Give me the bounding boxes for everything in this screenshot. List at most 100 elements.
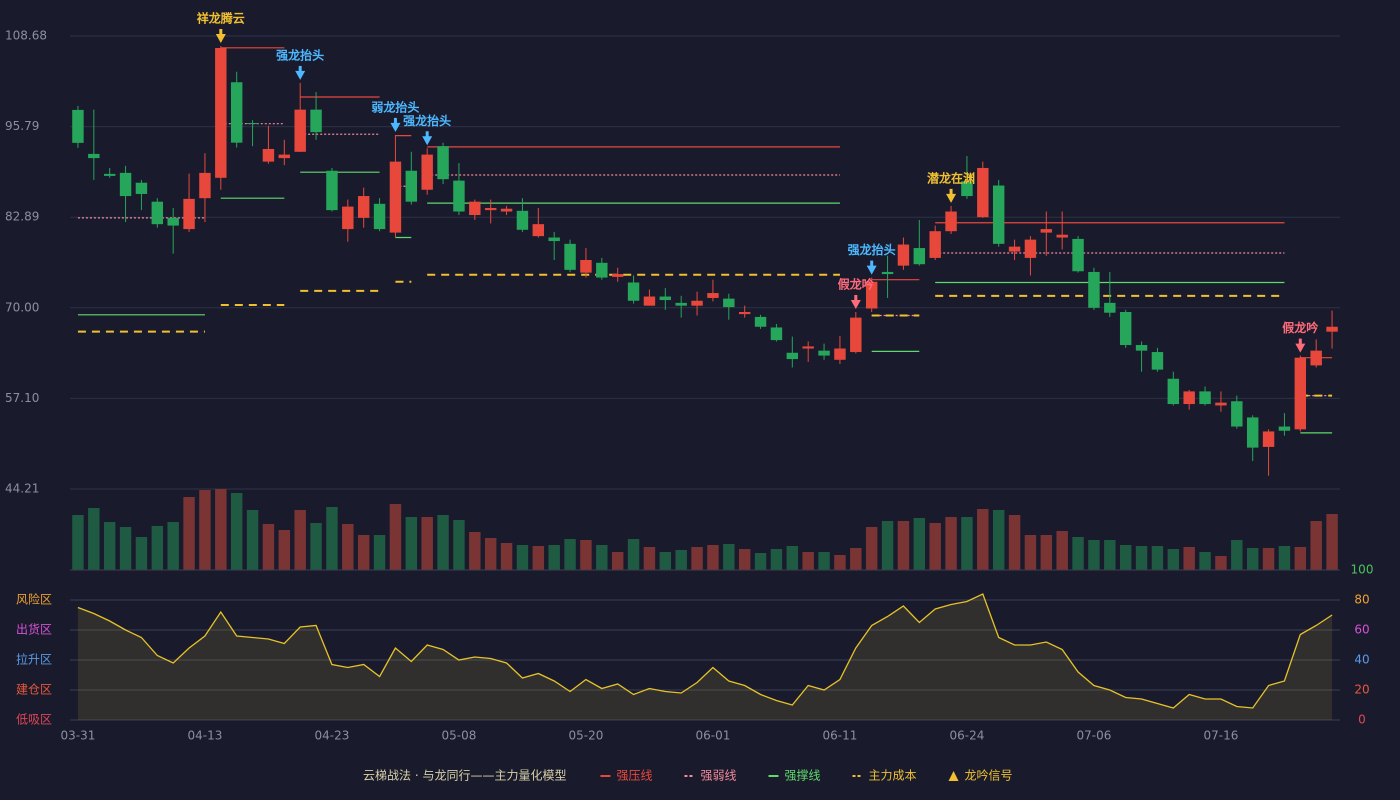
volume-bar bbox=[691, 547, 703, 570]
candle-body bbox=[770, 327, 783, 341]
candle-body bbox=[405, 170, 418, 202]
oscillator-area bbox=[77, 594, 1333, 720]
candle-body bbox=[723, 298, 735, 308]
candle-body bbox=[945, 211, 957, 232]
candle-body bbox=[977, 167, 989, 218]
volume-bar bbox=[1310, 521, 1322, 570]
candle-body bbox=[151, 201, 164, 225]
volume-bar bbox=[1119, 545, 1132, 570]
candle-body bbox=[342, 206, 354, 230]
y-tick-label: 44.21 bbox=[5, 482, 39, 496]
y2-tick-label: 0 bbox=[1358, 713, 1366, 727]
zone-label: 建仓区 bbox=[16, 683, 52, 697]
candle-body bbox=[1072, 238, 1084, 272]
candle-body bbox=[643, 296, 656, 306]
x-tick-label: 03-31 bbox=[61, 729, 96, 743]
volume-bar bbox=[1294, 547, 1307, 570]
signal-arrow bbox=[866, 265, 877, 275]
candle-body bbox=[611, 274, 624, 277]
volume-bar bbox=[1231, 540, 1243, 570]
volume-bar bbox=[913, 518, 926, 570]
candle-body bbox=[230, 82, 243, 143]
signal-label: 祥龙腾云 bbox=[197, 10, 245, 25]
candle-body bbox=[1246, 417, 1259, 448]
volume-bar bbox=[88, 508, 100, 570]
volume-bar bbox=[167, 522, 179, 570]
candle-body bbox=[564, 243, 576, 270]
candle-body bbox=[389, 161, 402, 233]
volume-bar bbox=[516, 545, 529, 570]
volume-bar bbox=[246, 510, 259, 570]
candle-body bbox=[580, 260, 592, 273]
volume-bar bbox=[1183, 547, 1195, 570]
x-tick-label: 04-13 bbox=[188, 729, 223, 743]
volume-bar bbox=[1215, 556, 1227, 570]
signal-label: 强龙抬头 bbox=[276, 47, 324, 62]
volume-bar bbox=[707, 545, 719, 570]
candle-body bbox=[961, 181, 973, 197]
candle-body bbox=[1326, 326, 1338, 332]
signal-arrow bbox=[215, 33, 226, 43]
volume-bar bbox=[1088, 540, 1100, 570]
candle-body bbox=[596, 262, 608, 278]
candle-body bbox=[818, 350, 830, 356]
signal-stem bbox=[393, 117, 397, 124]
signal-stem bbox=[854, 295, 858, 302]
volume-bar bbox=[342, 524, 354, 570]
candle-body bbox=[865, 281, 878, 309]
volume-bar bbox=[405, 517, 418, 570]
volume-bar bbox=[929, 523, 941, 570]
volume-bar bbox=[469, 532, 481, 570]
zone-label: 拉升区 bbox=[16, 652, 52, 667]
candle-body bbox=[310, 109, 322, 133]
candle-body bbox=[421, 154, 433, 190]
volume-bar bbox=[1008, 515, 1021, 570]
volume-bar bbox=[738, 549, 751, 570]
y2-tick-label: 40 bbox=[1354, 653, 1369, 667]
candle-body bbox=[1215, 402, 1227, 406]
volume-bar bbox=[1167, 549, 1180, 570]
x-tick-label: 05-08 bbox=[442, 729, 477, 743]
candle-body bbox=[1278, 426, 1291, 431]
volume-bar bbox=[580, 540, 592, 570]
candle-body bbox=[500, 208, 513, 212]
volume-bar bbox=[294, 510, 306, 570]
candle-body bbox=[88, 153, 100, 159]
candle-body bbox=[262, 148, 275, 162]
volume-bar bbox=[151, 526, 164, 570]
candle-body bbox=[294, 109, 306, 152]
candle-body bbox=[786, 352, 799, 360]
volume-bar bbox=[72, 515, 84, 570]
volume-bar bbox=[1326, 514, 1338, 570]
candle-body bbox=[834, 348, 846, 360]
y-tick-label: 95.79 bbox=[5, 119, 39, 133]
volume-bar bbox=[1135, 546, 1148, 570]
candle-body bbox=[1135, 345, 1148, 351]
candle-body bbox=[246, 122, 259, 124]
legend-label: 强弱线 bbox=[700, 769, 736, 783]
volume-bar bbox=[326, 507, 338, 570]
zone-label: 风险区 bbox=[16, 592, 52, 607]
candle-body bbox=[119, 172, 132, 197]
volume-bar bbox=[564, 539, 576, 570]
y2-tick-label: 80 bbox=[1354, 593, 1369, 607]
candle-body bbox=[1167, 378, 1180, 405]
candle-body bbox=[913, 248, 926, 265]
candle-body bbox=[215, 48, 227, 178]
volume-bar bbox=[262, 524, 275, 570]
volume-bar bbox=[1072, 537, 1084, 570]
y-tick-label: 70.00 bbox=[5, 300, 39, 314]
x-tick-label: 06-24 bbox=[950, 729, 985, 743]
candle-body bbox=[469, 201, 481, 216]
candle-body bbox=[929, 231, 941, 258]
y-tick-label: 57.10 bbox=[5, 391, 39, 405]
signal-arrow bbox=[390, 122, 401, 132]
candle-body bbox=[516, 210, 529, 230]
signal-label: 强龙抬头 bbox=[848, 242, 896, 257]
candle-body bbox=[357, 196, 370, 218]
volume-bar bbox=[643, 547, 656, 570]
y2-tick-label: 100 bbox=[1351, 563, 1374, 577]
candle-body bbox=[1231, 401, 1243, 427]
volume-bar bbox=[786, 546, 799, 570]
